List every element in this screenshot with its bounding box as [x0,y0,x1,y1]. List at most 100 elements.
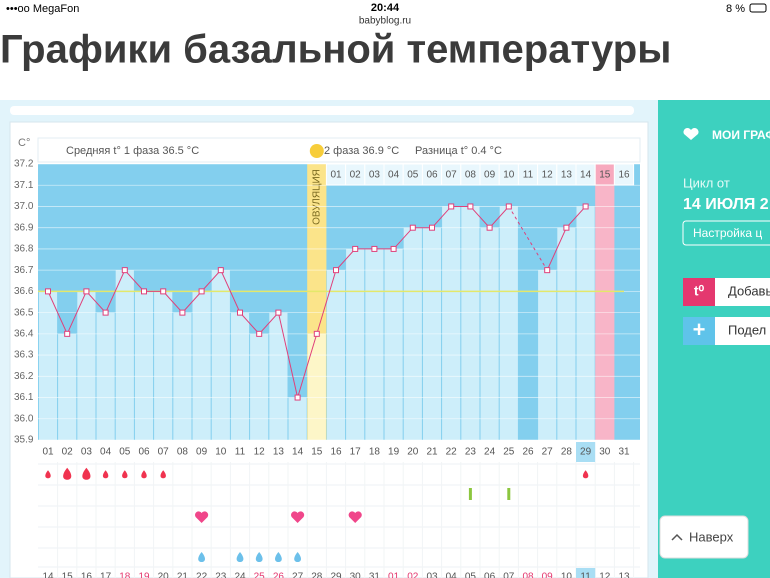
temperature-bar [365,248,384,440]
temperature-point [102,309,109,316]
bleeding-marker [141,470,147,479]
y-tick-label: 37.1 [14,180,34,191]
phase2-label: 2 фаза 36.9 °C [324,145,399,157]
x-tick-label: 07 [158,447,170,458]
temperature-bar [307,333,326,440]
x-tick-label: 29 [580,447,592,458]
back-to-top-label[interactable]: Наверх [689,529,734,544]
phase2-day: 05 [407,170,419,181]
date-label: 12 [599,572,611,578]
bleeding-marker [102,470,109,479]
temperature-bar [38,291,58,440]
temperature-bar [461,206,480,440]
bleeding-marker [82,467,91,480]
add-button[interactable] [715,278,770,306]
x-tick-label: 08 [177,447,189,458]
mucus-marker [255,552,263,562]
ovulation-label: ОВУЛЯЦИЯ [311,169,322,225]
y-tick-label: 35.9 [14,435,34,446]
share-icon[interactable]: + [693,317,706,342]
share-button[interactable] [715,317,770,345]
intercourse-marker [348,511,362,523]
phase2-day: 04 [388,170,400,181]
y-tick-label: 36.5 [14,307,34,318]
temperature-bar [442,206,461,440]
temperature-point [371,245,378,252]
date-label: 17 [100,572,112,578]
x-tick-label: 16 [330,447,342,458]
add-icon[interactable]: t⁰ [694,283,705,299]
x-tick-label: 18 [369,447,381,458]
x-tick-label: 30 [599,447,611,458]
share-button-label[interactable]: Подел [728,322,766,337]
date-label: 16 [81,572,93,578]
chevron-icon[interactable] [671,533,683,541]
add-button-label[interactable]: Добавь [728,283,770,298]
y-tick-label: 36.8 [14,244,34,255]
date-label: 11 [580,572,591,578]
date-label: 25 [254,572,266,578]
scrollbar[interactable] [10,106,634,115]
y-tick-label: 36.6 [14,286,34,297]
temperature-point [217,267,224,274]
temperature-point [64,330,71,337]
bleeding-marker [582,470,589,479]
back-to-top-button[interactable] [659,515,749,559]
y-tick-label: 36.4 [14,328,34,339]
x-tick-label: 26 [522,447,534,458]
chart-header [37,137,641,163]
share-icon-bg[interactable] [683,317,715,345]
phase2-day: 08 [465,170,477,181]
date-label: 30 [350,572,362,578]
date-label: 31 [369,572,381,578]
x-tick-label: 15 [311,447,323,458]
date-label: 23 [215,572,227,578]
phase2-day: 06 [426,170,438,181]
temperature-point [429,224,435,231]
x-tick-label: 31 [618,447,630,458]
temperature-point [313,330,320,337]
temperature-bar [346,248,365,440]
chart: C° Средняя t° 1 фаза 36.5 °C 2 фаза 36.9 °… [14,137,641,578]
phase2-day: 13 [561,170,573,181]
sidebar-heading[interactable]: МОИ ГРАФ [712,128,770,142]
mucus-marker [198,552,205,562]
phase2-day: 07 [446,170,458,181]
temperature-point [179,309,186,316]
x-tick-label: 03 [81,447,93,458]
x-tick-label: 13 [273,447,285,458]
test-marker [468,488,472,500]
url: babyblog.ru [359,16,411,27]
settings-button-label[interactable]: Настройка ц [693,226,762,240]
battery-icon [749,3,767,13]
phase2-day: 02 [350,170,362,181]
x-tick-label: 25 [503,447,515,458]
temperature-point [275,309,282,316]
x-tick-label: 09 [196,447,208,458]
temperature-point [45,288,51,295]
mucus-marker [294,552,301,562]
date-label: 15 [62,572,74,578]
temperature-bar [134,291,154,440]
bleeding-marker [160,470,166,479]
temperature-bar [77,291,96,440]
temperature-bar [192,291,211,440]
add-icon-bg[interactable] [683,278,715,306]
phase2-day: 10 [503,170,515,181]
temperature-point [505,203,512,210]
x-tick-label: 01 [42,447,54,458]
date-label: 02 [407,572,419,578]
phase1-label: Средняя t° 1 фаза 36.5 °C [66,145,199,157]
x-tick-label: 24 [484,447,496,458]
date-label: 18 [119,572,131,578]
y-tick-label: 36.0 [14,413,34,424]
date-label: 27 [292,572,304,578]
temperature-point [486,224,493,231]
temperature-bar [58,333,77,440]
x-tick-label: 27 [542,447,554,458]
heart-icon [683,127,699,140]
x-tick-label: 28 [561,447,573,458]
settings-button[interactable] [682,220,770,246]
highlight-column [595,164,615,440]
y-tick-label: 36.7 [14,265,34,276]
